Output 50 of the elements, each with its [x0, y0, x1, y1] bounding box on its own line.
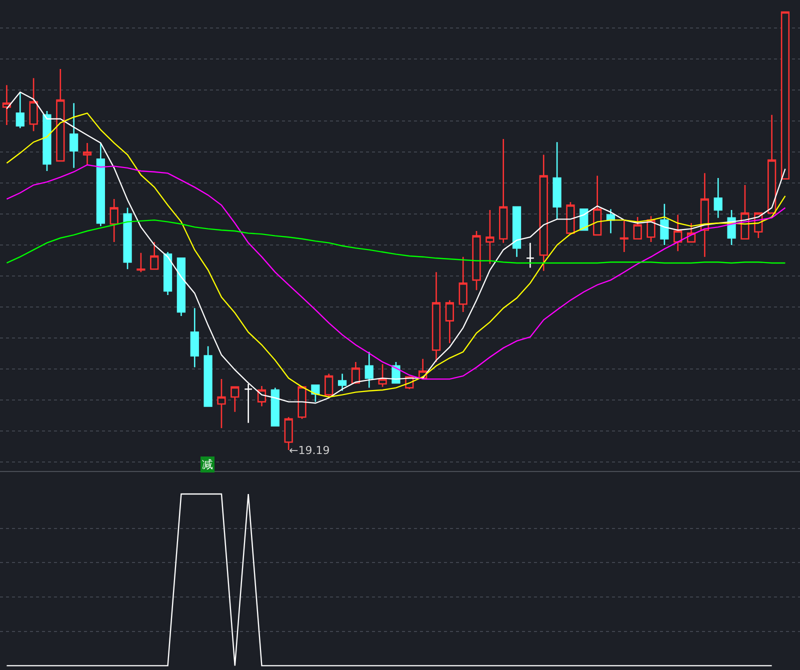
candlestick	[512, 206, 522, 258]
candlestick	[445, 300, 454, 344]
text: 减	[202, 458, 213, 471]
annotation: ←19.19	[289, 444, 330, 457]
candlestick	[82, 142, 92, 166]
candlestick	[674, 214, 682, 252]
candlestick	[606, 208, 616, 234]
candlestick	[123, 207, 132, 270]
candlestick	[700, 172, 710, 258]
candlestick	[298, 386, 306, 420]
candlestick	[646, 215, 656, 243]
candlestick	[458, 256, 468, 313]
candlestick	[660, 203, 669, 246]
candlestick	[780, 11, 790, 180]
candlestick	[257, 385, 266, 407]
candlestick	[270, 387, 280, 427]
candlestick	[204, 346, 212, 407]
candlestick	[230, 386, 240, 413]
candlestick	[472, 230, 481, 291]
candlestick	[324, 373, 334, 398]
candlestick	[620, 220, 628, 253]
candlestick	[176, 258, 186, 317]
candlestick	[96, 142, 105, 227]
candlestick	[432, 272, 441, 363]
candlestick	[150, 241, 159, 270]
candlestick	[70, 102, 78, 169]
candlestick	[499, 138, 508, 244]
candlestick	[486, 209, 494, 264]
candlestick	[566, 201, 575, 234]
candlestick	[338, 373, 347, 392]
candlestick	[364, 351, 374, 388]
candlestick	[552, 141, 562, 220]
candlestick	[539, 154, 548, 272]
candlestick	[351, 361, 360, 385]
candlestick	[16, 92, 24, 129]
candlestick	[633, 216, 642, 240]
candlestick	[56, 68, 65, 162]
candlestick	[593, 175, 602, 236]
candlestick	[714, 177, 722, 219]
candlestick	[526, 242, 535, 268]
candlestick	[768, 114, 776, 214]
candlestick	[163, 251, 172, 296]
candlestick	[42, 110, 52, 172]
candlestick	[136, 252, 146, 273]
candlestick	[190, 307, 199, 368]
candlestick	[311, 384, 320, 402]
candlestick	[378, 364, 387, 388]
candlestick	[29, 77, 38, 132]
candlestick	[217, 378, 226, 429]
candlestick	[110, 198, 118, 243]
